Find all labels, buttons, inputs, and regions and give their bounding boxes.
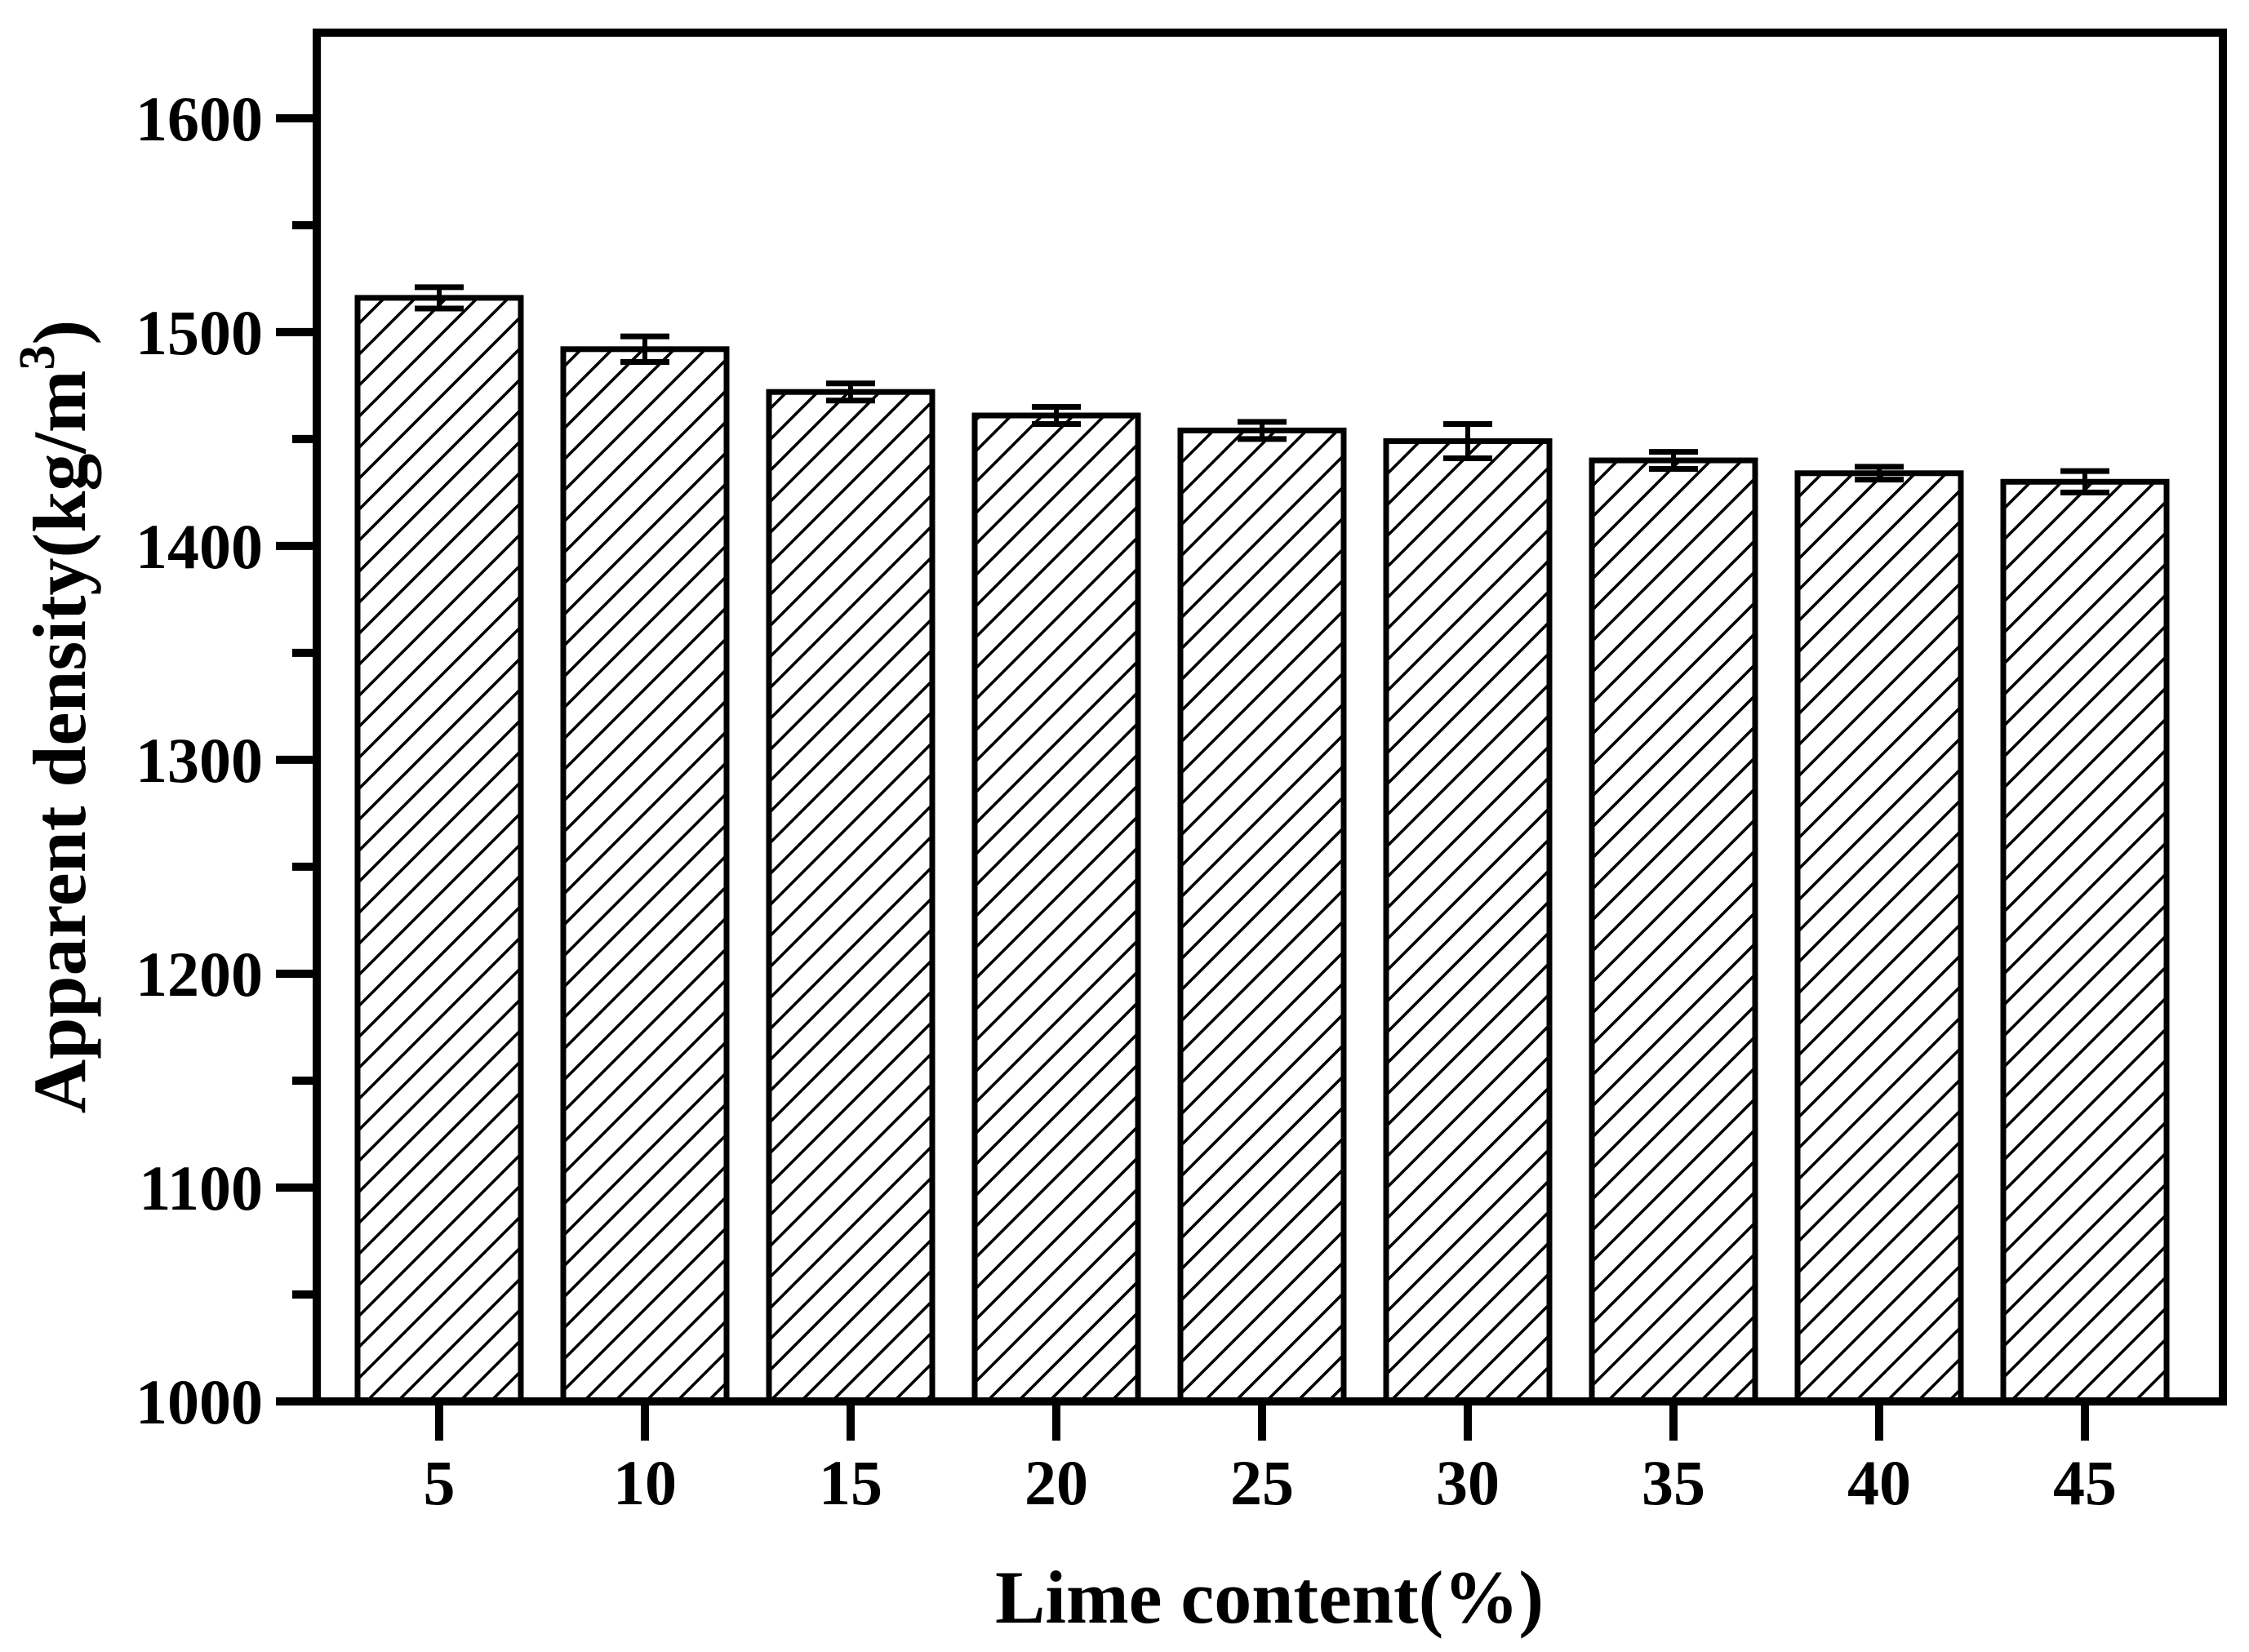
x-tick-label: 45	[2053, 1447, 2117, 1518]
y-tick-label: 1500	[136, 297, 263, 368]
y-axis-title: Apparent density(kg/m3)	[10, 320, 101, 1113]
x-axis-tick-labels: 5 10 15 20 25 30 35 40 45	[424, 1447, 2118, 1518]
x-tick-label: 5	[424, 1447, 456, 1518]
error-bars-group	[415, 284, 2109, 495]
x-tick-label: 15	[819, 1447, 882, 1518]
y-tick-label: 1400	[136, 511, 263, 582]
x-tick-label: 25	[1230, 1447, 1294, 1518]
bar	[354, 295, 524, 1405]
bars-group	[354, 295, 2170, 1405]
x-tick-label: 30	[1436, 1447, 1500, 1518]
bar	[971, 412, 1141, 1405]
y-axis-ticks	[276, 113, 317, 1406]
y-tick-label: 1100	[139, 1152, 263, 1223]
bar	[1589, 457, 1758, 1405]
bar	[560, 346, 730, 1405]
x-axis-ticks	[435, 1401, 2089, 1441]
y-tick-label: 1600	[136, 83, 263, 154]
x-tick-label: 10	[613, 1447, 677, 1518]
x-tick-label: 40	[1847, 1447, 1911, 1518]
bar	[1794, 470, 1964, 1405]
y-tick-label: 1200	[136, 939, 263, 1010]
y-tick-label: 1300	[136, 725, 263, 796]
bar	[1177, 427, 1347, 1405]
y-axis-title-close: )	[18, 320, 101, 345]
y-axis-title-main: Apparent density(kg/m	[18, 370, 101, 1113]
plot-frame	[313, 29, 2227, 1406]
x-tick-label: 20	[1024, 1447, 1088, 1518]
y-tick-label: 1000	[136, 1366, 263, 1437]
y-axis-title-superscript: 3	[10, 344, 65, 370]
bar	[2000, 478, 2170, 1405]
y-axis-tick-labels: 1000 1100 1200 1300 1400 1500 1600	[136, 83, 263, 1437]
x-tick-label: 35	[1642, 1447, 1705, 1518]
bar	[1383, 437, 1553, 1405]
x-axis-title: Lime content(%)	[995, 1556, 1544, 1639]
bar	[766, 389, 936, 1405]
